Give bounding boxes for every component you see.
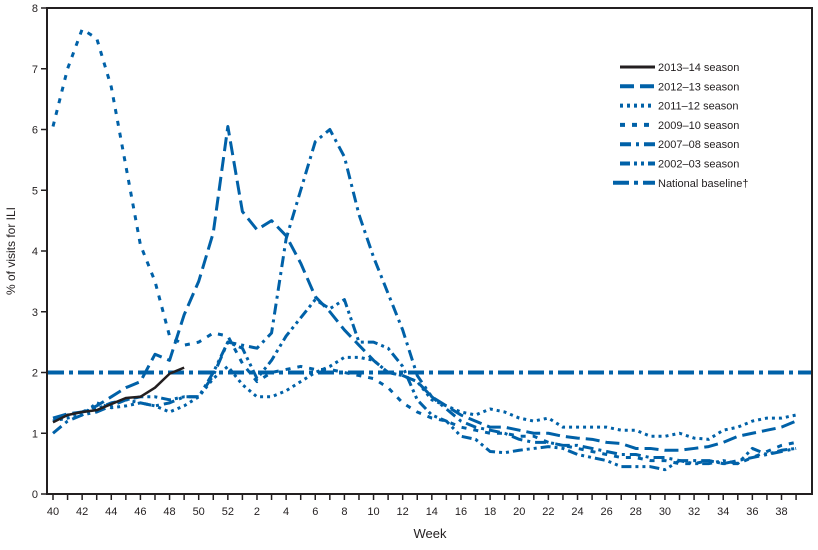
y-tick-label: 6 (32, 125, 38, 137)
x-tick-label: 50 (193, 506, 205, 518)
x-tick-label: 34 (717, 506, 729, 518)
x-tick-label: 46 (134, 506, 146, 518)
y-tick-label: 7 (32, 64, 38, 76)
y-tick-label: 1 (32, 428, 38, 440)
series-line-2012-13 (52, 124, 797, 452)
x-axis-label: Week (414, 526, 447, 541)
x-tick-label: 38 (775, 506, 787, 518)
legend: 2013–14 season 2012–13 season 2011–12 seas… (613, 62, 749, 190)
x-tick-label: 4 (283, 506, 289, 518)
y-tick-label: 2 (32, 368, 38, 380)
series-lines (48, 27, 811, 472)
legend-label: 2009–10 season (658, 120, 739, 132)
y-tick-label: 8 (32, 3, 38, 15)
x-tick-label: 30 (659, 506, 671, 518)
x-tick-label: 10 (367, 506, 379, 518)
legend-label: 2011–12 season (658, 101, 739, 113)
x-tick-label: 52 (222, 506, 234, 518)
x-tick-label: 20 (513, 506, 525, 518)
x-tick-label: 26 (601, 506, 613, 518)
x-tick-label: 16 (455, 506, 467, 518)
y-tick-label: 0 (32, 489, 38, 501)
legend-label: 2002–03 season (658, 159, 739, 171)
x-tick-label: 44 (105, 506, 117, 518)
legend-label: 2007–08 season (658, 139, 739, 151)
series-line-2002-03 (52, 298, 797, 472)
x-tick-label: 24 (571, 506, 583, 518)
series-line-2007-08 (52, 128, 797, 466)
x-tick-label: 28 (630, 506, 642, 518)
x-tick-label: 36 (746, 506, 758, 518)
legend-label: 2013–14 season (658, 62, 739, 74)
x-tick-label: 22 (542, 506, 554, 518)
x-tick-label: 40 (47, 506, 59, 518)
x-tick-label: 8 (341, 506, 347, 518)
x-tick-label: 42 (76, 506, 88, 518)
y-axis: 0 1 2 3 4 5 6 7 8 (32, 3, 47, 501)
legend-label: National baseline† (658, 178, 749, 190)
x-tick-label: 6 (312, 506, 318, 518)
y-axis-label: % of visits for ILI (4, 207, 18, 295)
y-tick-label: 5 (32, 185, 38, 197)
legend-label: 2012–13 season (658, 81, 739, 93)
x-tick-label: 18 (484, 506, 496, 518)
y-tick-label: 3 (32, 307, 38, 319)
series-line-2013-14 (52, 366, 185, 424)
x-tick-label: 32 (688, 506, 700, 518)
x-tick-label: 48 (163, 506, 175, 518)
y-tick-label: 4 (32, 246, 38, 258)
x-tick-label: 14 (426, 506, 438, 518)
x-tick-label: 12 (397, 506, 409, 518)
x-axis: 40 42 44 46 48 50 52 2 4 6 8 10 12 14 16 18 20 22 24 26 28 30… (47, 494, 797, 518)
x-tick-label: 2 (254, 506, 260, 518)
